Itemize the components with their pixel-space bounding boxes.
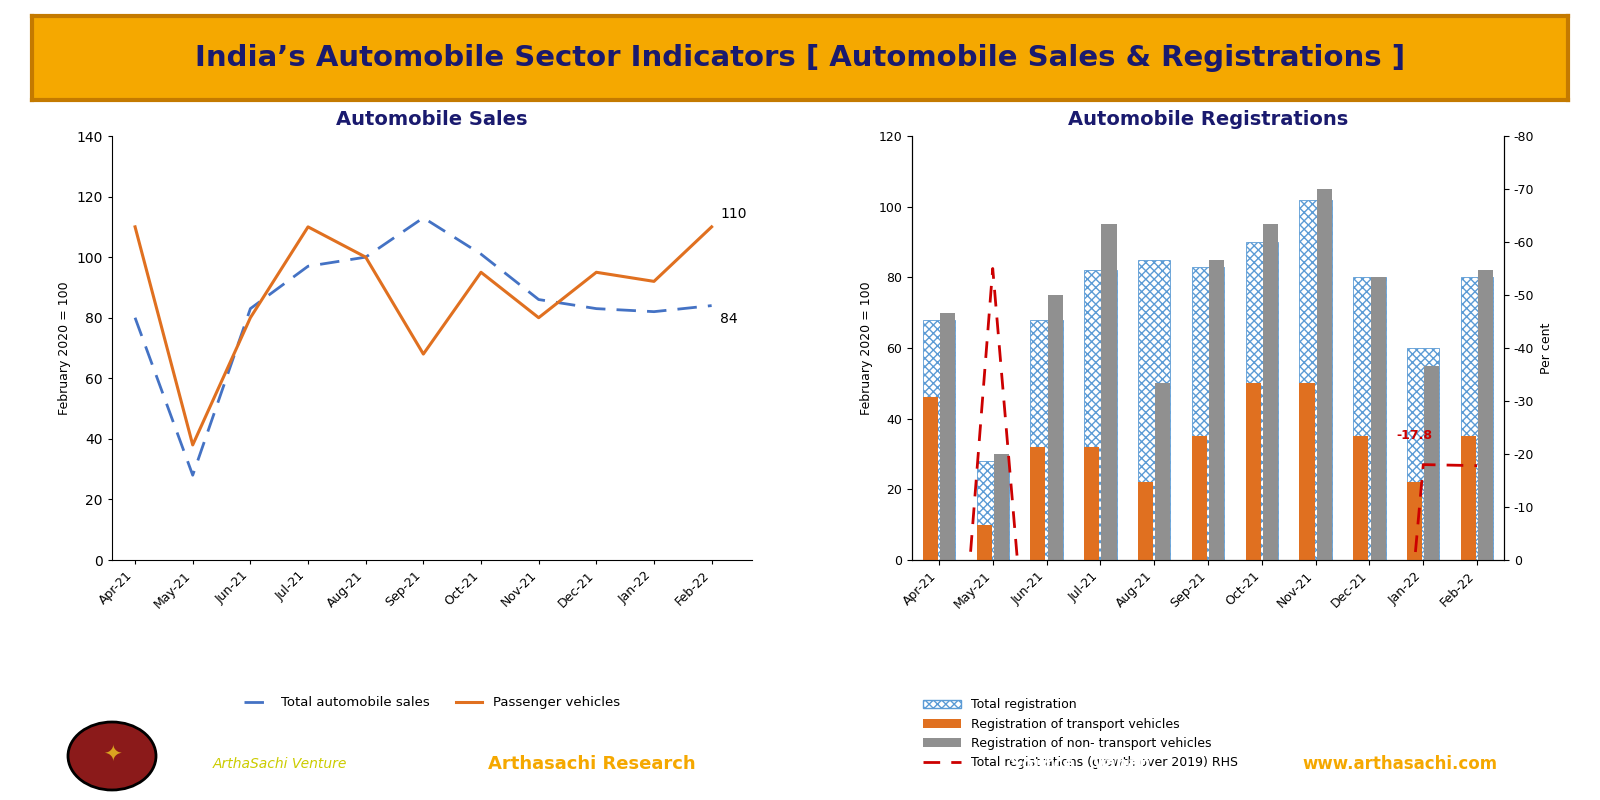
Bar	[1101, 224, 1117, 560]
Legend: Total automobile sales, Passenger vehicles: Total automobile sales, Passenger vehicl…	[238, 691, 626, 714]
Bar	[1030, 320, 1062, 560]
Bar	[1262, 224, 1278, 560]
Bar	[1461, 278, 1493, 560]
Bar	[976, 461, 1010, 560]
Text: Source : Vahan: Source : Vahan	[1010, 755, 1150, 774]
Text: India’s Automobile Sector Indicators [ Automobile Sales & Registrations ]: India’s Automobile Sector Indicators [ A…	[195, 44, 1405, 72]
Legend: Total registration, Registration of transport vehicles, Registration of non- tra: Total registration, Registration of tran…	[918, 694, 1243, 774]
Bar	[1085, 447, 1099, 560]
Bar	[1210, 260, 1224, 560]
Bar	[1138, 482, 1154, 560]
Bar	[923, 320, 955, 560]
Bar	[1354, 436, 1368, 560]
Bar	[1478, 270, 1493, 560]
Bar	[923, 398, 938, 560]
Title: Automobile Sales: Automobile Sales	[336, 110, 528, 129]
Text: -17.8: -17.8	[1397, 429, 1432, 442]
Bar	[994, 454, 1010, 560]
Text: www.arthasachi.com: www.arthasachi.com	[1302, 755, 1498, 774]
Bar	[1138, 260, 1170, 560]
Bar	[1424, 366, 1440, 560]
Bar	[1155, 383, 1170, 560]
Bar	[1030, 447, 1045, 560]
Bar	[1354, 278, 1386, 560]
Bar	[1406, 348, 1440, 560]
Bar	[1317, 189, 1331, 560]
Y-axis label: February 2020 = 100: February 2020 = 100	[58, 281, 70, 415]
Bar	[1246, 383, 1261, 560]
Bar	[1299, 200, 1331, 560]
Y-axis label: Per cent: Per cent	[1539, 322, 1552, 374]
Bar	[1085, 270, 1117, 560]
Bar	[1246, 242, 1278, 560]
Text: 110: 110	[720, 206, 747, 221]
Text: ✦: ✦	[102, 746, 122, 766]
Text: 84: 84	[720, 312, 738, 326]
Bar	[1299, 383, 1315, 560]
Bar	[1406, 482, 1422, 560]
Bar	[1371, 278, 1386, 560]
Bar	[1048, 295, 1062, 560]
Bar	[1192, 436, 1206, 560]
Bar	[1192, 266, 1224, 560]
Text: Arthasachi Research: Arthasachi Research	[488, 755, 696, 774]
Title: Automobile Registrations: Automobile Registrations	[1067, 110, 1349, 129]
Y-axis label: February 2020 = 100: February 2020 = 100	[859, 281, 874, 415]
Bar	[1461, 436, 1477, 560]
Text: ArthaSachi Venture: ArthaSachi Venture	[213, 758, 347, 771]
Bar	[939, 313, 955, 560]
Bar	[976, 525, 992, 560]
